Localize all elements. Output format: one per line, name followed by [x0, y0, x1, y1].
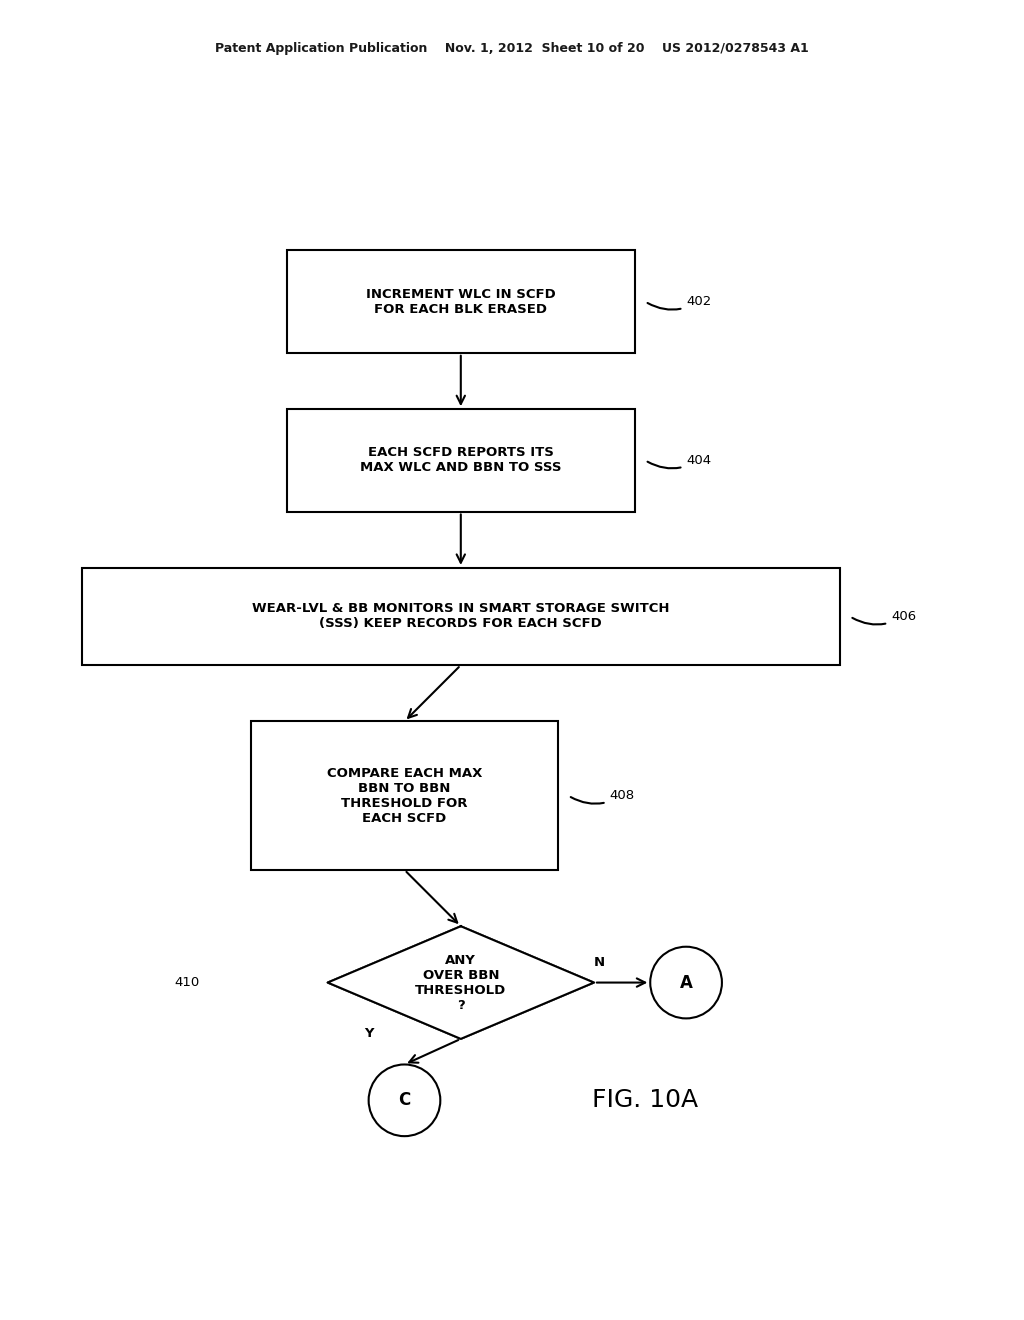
Text: Patent Application Publication    Nov. 1, 2012  Sheet 10 of 20    US 2012/027854: Patent Application Publication Nov. 1, 2… — [215, 42, 809, 55]
Circle shape — [369, 1064, 440, 1137]
Text: ANY
OVER BBN
THRESHOLD
?: ANY OVER BBN THRESHOLD ? — [415, 953, 507, 1011]
FancyBboxPatch shape — [287, 409, 635, 512]
Text: C: C — [398, 1092, 411, 1109]
Polygon shape — [328, 927, 594, 1039]
Text: EACH SCFD REPORTS ITS
MAX WLC AND BBN TO SSS: EACH SCFD REPORTS ITS MAX WLC AND BBN TO… — [360, 446, 561, 474]
Text: N: N — [594, 956, 604, 969]
Text: INCREMENT WLC IN SCFD
FOR EACH BLK ERASED: INCREMENT WLC IN SCFD FOR EACH BLK ERASE… — [366, 288, 556, 315]
FancyBboxPatch shape — [287, 251, 635, 352]
Text: 406: 406 — [852, 610, 916, 624]
Text: 410: 410 — [174, 975, 200, 989]
FancyBboxPatch shape — [82, 568, 840, 665]
Text: FIG. 10A: FIG. 10A — [592, 1088, 698, 1113]
FancyBboxPatch shape — [251, 722, 558, 870]
Text: A: A — [680, 974, 692, 991]
Text: 404: 404 — [647, 454, 712, 469]
Text: 408: 408 — [570, 789, 635, 804]
Text: Y: Y — [364, 1027, 374, 1040]
Text: WEAR-LVL & BB MONITORS IN SMART STORAGE SWITCH
(SSS) KEEP RECORDS FOR EACH SCFD: WEAR-LVL & BB MONITORS IN SMART STORAGE … — [252, 602, 670, 631]
Text: 402: 402 — [647, 296, 712, 310]
Circle shape — [650, 946, 722, 1019]
Text: COMPARE EACH MAX
BBN TO BBN
THRESHOLD FOR
EACH SCFD: COMPARE EACH MAX BBN TO BBN THRESHOLD FO… — [327, 767, 482, 825]
